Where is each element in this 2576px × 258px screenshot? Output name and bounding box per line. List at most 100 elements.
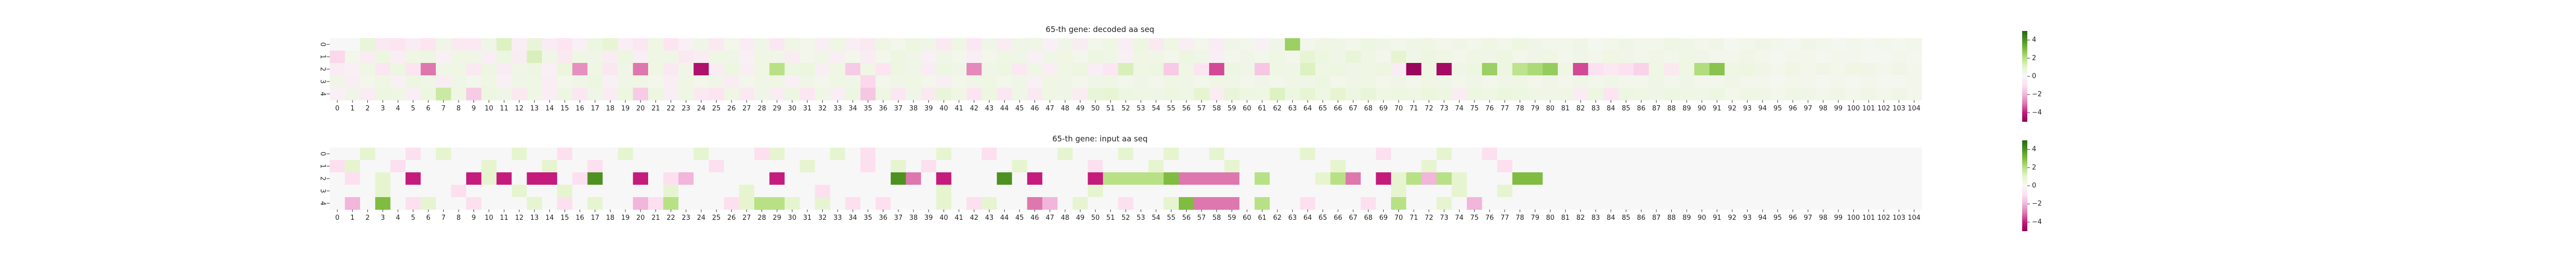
heatmap-cell [1194,148,1210,160]
heatmap-cell [996,38,1012,51]
x-tick-label: 22 [667,105,675,112]
heatmap-cell [1133,38,1149,51]
heatmap-cell [1482,160,1498,173]
x-tick-label: 11 [500,214,509,222]
heatmap-cell [1482,51,1498,63]
heatmap-cell [1133,148,1149,160]
x-tick-label: 8 [456,105,461,112]
heatmap-cell [1876,51,1892,63]
heatmap-cell [1285,88,1301,101]
heatmap-cell [1391,88,1407,101]
heatmap-cell [1179,88,1195,101]
heatmap-cell [693,51,709,63]
x-tick-label: 69 [1379,214,1388,222]
x-tick-label: 36 [879,214,888,222]
heatmap-cell [1588,63,1604,76]
heatmap-cell [1345,63,1361,76]
heatmap-cell [587,38,603,51]
x-tick-label: 104 [1908,105,1921,112]
x-tick-label: 65 [1318,105,1327,112]
heatmap-cell [345,51,361,63]
heatmap-cell [330,75,346,88]
heatmap-cell [1816,172,1832,185]
heatmap-cell [1649,172,1665,185]
heatmap-cell [769,172,785,185]
heatmap-cell [360,185,376,198]
heatmap-cell [1451,148,1467,160]
heatmap-cell [860,63,876,76]
x-tick-label: 79 [1531,214,1539,222]
heatmap-cell [330,197,346,210]
heatmap-cell [1573,75,1589,88]
heatmap-cell [1831,63,1846,76]
heatmap-cell [390,63,406,76]
x-tick-label: 24 [697,105,706,112]
heatmap-cell [330,185,346,198]
heatmap-cell [1679,75,1695,88]
heatmap-cell [815,75,831,88]
x-tick-label: 30 [788,214,796,222]
heatmap-cell [1527,75,1543,88]
heatmap-cells [330,38,1922,101]
heatmap-cell [648,148,664,160]
heatmap-cell [1194,88,1210,101]
heatmap-cell [1588,51,1604,63]
heatmap-cell [1785,51,1801,63]
heatmap-cell [663,172,679,185]
heatmap-cell [572,185,588,198]
heatmap-cell [663,38,679,51]
heatmap-cell [1906,148,1922,160]
x-tick-label: 95 [1773,105,1782,112]
heatmap-cell [420,63,436,76]
x-tick-label: 20 [636,105,645,112]
heatmap-cell [466,75,482,88]
x-tick-label: 47 [1046,105,1055,112]
heatmap-cell [420,51,436,63]
heatmap-cell [512,185,528,198]
heatmap-cell [1845,148,1861,160]
heatmap-cell [936,75,952,88]
heatmap-cell [481,160,497,173]
y-tick-label: 1 [319,55,327,59]
heatmap-cell [981,197,997,210]
heatmap-cell [1209,88,1225,101]
heatmap-cell [420,88,436,101]
heatmap-cell [724,38,740,51]
heatmap-cell [1906,75,1922,88]
heatmap-cell [1406,172,1422,185]
heatmap-cell [466,88,482,101]
heatmap-cell [1269,197,1285,210]
x-tick-label: 60 [1243,105,1251,112]
heatmap-cell [1649,38,1665,51]
colorbar: 4 2 0 −2 −4 [2022,31,2042,122]
heatmap-cell [1755,160,1771,173]
heatmap-cell [1436,148,1452,160]
heatmap-cell [921,148,937,160]
heatmap-cell [512,88,528,101]
heatmap-cell [1618,197,1634,210]
x-tick-label: 3 [381,105,385,112]
heatmap-cell [542,88,558,101]
heatmap-cell [830,148,846,160]
heatmap-cell [1724,38,1740,51]
heatmap-cell [1876,63,1892,76]
colorbar-tick-label: 4 [2032,146,2036,153]
heatmap-cell [1557,51,1573,63]
heatmap-cell [1633,63,1649,76]
heatmap-cell [800,172,816,185]
heatmap-cell [602,197,618,210]
heatmap-cell [345,160,361,173]
heatmap-cell [769,148,785,160]
heatmap-cell [1148,63,1164,76]
heatmap-cell [1785,38,1801,51]
heatmap-cell [1831,148,1846,160]
heatmap-cell [1042,160,1058,173]
heatmap-cell [1012,51,1028,63]
heatmap-cell [1543,51,1558,63]
heatmap-cell [420,172,436,185]
heatmap-cell [466,148,482,160]
heatmap-cell [345,75,361,88]
heatmap-cell [466,160,482,173]
heatmap-cell [708,197,724,210]
x-tick-label: 21 [651,214,660,222]
